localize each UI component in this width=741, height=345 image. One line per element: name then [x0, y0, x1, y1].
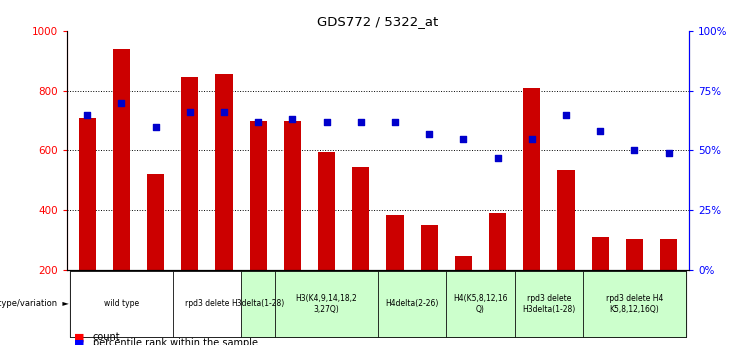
- Point: [287, 117, 299, 122]
- Bar: [79, 118, 96, 270]
- Point: [389, 119, 401, 125]
- Bar: [241, 271, 276, 337]
- Point: [526, 136, 538, 141]
- Bar: [352, 167, 369, 270]
- Point: [355, 119, 367, 125]
- Bar: [318, 152, 335, 270]
- Bar: [626, 238, 643, 270]
- Bar: [455, 256, 472, 270]
- Bar: [583, 271, 685, 337]
- Text: H4(K5,8,12,16
Q): H4(K5,8,12,16 Q): [453, 294, 508, 314]
- Bar: [113, 49, 130, 270]
- Text: rpd3 delete: rpd3 delete: [185, 299, 229, 308]
- Point: [82, 112, 93, 117]
- Bar: [173, 271, 241, 337]
- Bar: [523, 88, 540, 270]
- Bar: [250, 121, 267, 270]
- Text: genotype/variation  ►: genotype/variation ►: [0, 299, 68, 308]
- Text: rpd3 delete
H3delta(1-28): rpd3 delete H3delta(1-28): [522, 294, 576, 314]
- Bar: [276, 271, 378, 337]
- Point: [662, 150, 674, 156]
- Point: [150, 124, 162, 129]
- Text: ■: ■: [74, 333, 84, 342]
- Bar: [182, 77, 199, 270]
- Point: [560, 112, 572, 117]
- Text: percentile rank within the sample: percentile rank within the sample: [93, 338, 258, 345]
- Text: rpd3 delete H4
K5,8,12,16Q): rpd3 delete H4 K5,8,12,16Q): [605, 294, 663, 314]
- Point: [184, 109, 196, 115]
- Bar: [557, 170, 574, 270]
- Text: H3(K4,9,14,18,2
3,27Q): H3(K4,9,14,18,2 3,27Q): [296, 294, 357, 314]
- Text: H3delta(1-28): H3delta(1-28): [232, 299, 285, 308]
- Point: [321, 119, 333, 125]
- Bar: [660, 238, 677, 270]
- Point: [628, 148, 640, 153]
- Bar: [378, 271, 446, 337]
- Bar: [515, 271, 583, 337]
- Bar: [446, 271, 515, 337]
- Point: [116, 100, 127, 106]
- Bar: [284, 121, 301, 270]
- Point: [252, 119, 264, 125]
- Text: ■: ■: [74, 338, 84, 345]
- Point: [218, 109, 230, 115]
- Point: [594, 129, 606, 134]
- Bar: [387, 215, 404, 270]
- Point: [492, 155, 504, 160]
- Bar: [216, 74, 233, 270]
- Point: [423, 131, 435, 137]
- Title: GDS772 / 5322_at: GDS772 / 5322_at: [317, 16, 439, 29]
- Text: H4delta(2-26): H4delta(2-26): [385, 299, 439, 308]
- Text: wild type: wild type: [104, 299, 139, 308]
- Text: count: count: [93, 333, 120, 342]
- Bar: [591, 237, 609, 270]
- Bar: [70, 271, 173, 337]
- Point: [457, 136, 469, 141]
- Bar: [421, 225, 438, 270]
- Bar: [489, 213, 506, 270]
- Bar: [147, 174, 165, 270]
